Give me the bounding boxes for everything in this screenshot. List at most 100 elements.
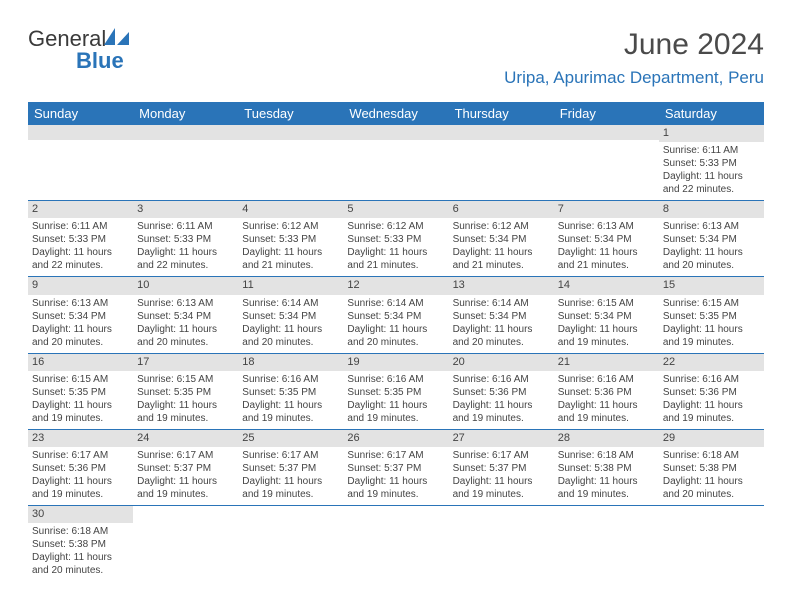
day-body: Sunrise: 6:17 AMSunset: 5:37 PMDaylight:… (238, 447, 343, 505)
day-number-bar: 25 (238, 430, 343, 447)
calendar-cell (449, 505, 554, 581)
sunrise-line: Sunrise: 6:11 AM (32, 221, 107, 232)
calendar-cell: 14Sunrise: 6:15 AMSunset: 5:34 PMDayligh… (554, 277, 659, 353)
sunset-line: Sunset: 5:34 PM (558, 311, 632, 322)
weekday-header: Sunday (28, 102, 133, 125)
day-number-bar: 16 (28, 354, 133, 371)
day-number-bar: 14 (554, 277, 659, 294)
day-number-bar: 5 (343, 201, 448, 218)
day-number-bar: 11 (238, 277, 343, 294)
daylight-line: Daylight: 11 hours and 19 minutes. (558, 324, 638, 348)
daylight-line: Daylight: 11 hours and 21 minutes. (558, 247, 638, 271)
sunset-line: Sunset: 5:34 PM (242, 311, 316, 322)
day-body: Sunrise: 6:13 AMSunset: 5:34 PMDaylight:… (133, 295, 238, 353)
day-body: Sunrise: 6:16 AMSunset: 5:36 PMDaylight:… (449, 371, 554, 429)
day-body (449, 140, 554, 180)
day-body: Sunrise: 6:17 AMSunset: 5:37 PMDaylight:… (133, 447, 238, 505)
day-number-bar: 9 (28, 277, 133, 294)
sunrise-line: Sunrise: 6:16 AM (453, 374, 529, 385)
daylight-line: Daylight: 11 hours and 20 minutes. (663, 247, 743, 271)
day-body: Sunrise: 6:11 AM Sunset: 5:33 PM Daylight:… (659, 142, 764, 200)
calendar-cell (659, 505, 764, 581)
day-number-bar: 18 (238, 354, 343, 371)
day-number-bar: 15 (659, 277, 764, 294)
calendar-cell: 24Sunrise: 6:17 AMSunset: 5:37 PMDayligh… (133, 429, 238, 505)
sunset-line: Sunset: 5:34 PM (453, 234, 527, 245)
calendar-cell (238, 505, 343, 581)
calendar-cell: 5Sunrise: 6:12 AMSunset: 5:33 PMDaylight… (343, 201, 448, 277)
day-body: Sunrise: 6:16 AMSunset: 5:36 PMDaylight:… (659, 371, 764, 429)
calendar-cell: 8Sunrise: 6:13 AMSunset: 5:34 PMDaylight… (659, 201, 764, 277)
sunset-line: Sunset: 5:36 PM (32, 463, 106, 474)
calendar-cell (449, 125, 554, 201)
sunset-line: Sunset: 5:35 PM (32, 387, 106, 398)
calendar-thead: SundayMondayTuesdayWednesdayThursdayFrid… (28, 102, 764, 125)
sunrise-line: Sunrise: 6:17 AM (347, 450, 423, 461)
calendar-cell: 18Sunrise: 6:16 AMSunset: 5:35 PMDayligh… (238, 353, 343, 429)
day-body: Sunrise: 6:15 AMSunset: 5:34 PMDaylight:… (554, 295, 659, 353)
day-number-bar: 29 (659, 430, 764, 447)
sunset-line: Sunset: 5:37 PM (453, 463, 527, 474)
calendar-cell: 6Sunrise: 6:12 AMSunset: 5:34 PMDaylight… (449, 201, 554, 277)
day-body: Sunrise: 6:15 AMSunset: 5:35 PMDaylight:… (133, 371, 238, 429)
sunset-line: Sunset: 5:34 PM (558, 234, 632, 245)
calendar-cell: 7Sunrise: 6:13 AMSunset: 5:34 PMDaylight… (554, 201, 659, 277)
sunset-line: Sunset: 5:36 PM (453, 387, 527, 398)
sunrise-line: Sunrise: 6:14 AM (347, 298, 423, 309)
sunrise-line: Sunrise: 6:15 AM (32, 374, 108, 385)
daylight-line: Daylight: 11 hours and 22 minutes. (32, 247, 112, 271)
sunrise-line: Sunrise: 6:11 AM (663, 145, 738, 156)
daylight-line: Daylight: 11 hours and 20 minutes. (32, 552, 112, 576)
daylight-line: Daylight: 11 hours and 22 minutes. (663, 171, 743, 195)
calendar-cell: 1Sunrise: 6:11 AMSunset: 5:33 PMDaylight… (659, 125, 764, 201)
daylight-line: Daylight: 11 hours and 19 minutes. (453, 476, 533, 500)
calendar-cell (554, 125, 659, 201)
day-body (554, 140, 659, 180)
brand-word2: Blue (76, 48, 124, 73)
daylight-line: Daylight: 11 hours and 19 minutes. (558, 400, 638, 424)
sunrise-line: Sunrise: 6:18 AM (558, 450, 634, 461)
sunset-line: Sunset: 5:33 PM (663, 158, 737, 169)
daylight-line: Daylight: 11 hours and 19 minutes. (242, 476, 322, 500)
day-number-bar (238, 125, 343, 140)
calendar-cell: 30Sunrise: 6:18 AMSunset: 5:38 PMDayligh… (28, 505, 133, 581)
sunrise-line: Sunrise: 6:12 AM (453, 221, 529, 232)
calendar-body: 1Sunrise: 6:11 AMSunset: 5:33 PMDaylight… (28, 125, 764, 581)
day-number-bar (449, 125, 554, 140)
sunrise-line: Sunrise: 6:17 AM (242, 450, 318, 461)
day-number-bar: 28 (554, 430, 659, 447)
calendar-cell (343, 505, 448, 581)
day-body: Sunrise: 6:14 AMSunset: 5:34 PMDaylight:… (343, 295, 448, 353)
calendar-week-row: 1Sunrise: 6:11 AMSunset: 5:33 PMDaylight… (28, 125, 764, 201)
day-number-bar: 3 (133, 201, 238, 218)
day-body: Sunrise: 6:18 AMSunset: 5:38 PMDaylight:… (554, 447, 659, 505)
daylight-line: Daylight: 11 hours and 20 minutes. (242, 324, 322, 348)
calendar-table: SundayMondayTuesdayWednesdayThursdayFrid… (28, 102, 764, 581)
daylight-line: Daylight: 11 hours and 20 minutes. (137, 324, 217, 348)
calendar-cell: 13Sunrise: 6:14 AMSunset: 5:34 PMDayligh… (449, 277, 554, 353)
calendar-cell: 28Sunrise: 6:18 AMSunset: 5:38 PMDayligh… (554, 429, 659, 505)
day-body: Sunrise: 6:12 AM Sunset: 5:34 PM Daylight:… (449, 218, 554, 276)
weekday-header: Monday (133, 102, 238, 125)
calendar-cell: 26Sunrise: 6:17 AMSunset: 5:37 PMDayligh… (343, 429, 448, 505)
calendar-cell: 12Sunrise: 6:14 AMSunset: 5:34 PMDayligh… (343, 277, 448, 353)
day-body: Sunrise: 6:16 AMSunset: 5:35 PMDaylight:… (238, 371, 343, 429)
calendar-cell: 16 Sunrise: 6:15 AM Sunset: 5:35 PM Dayligh… (28, 353, 133, 429)
day-number-bar: 8 (659, 201, 764, 218)
location-text: Uripa, Apurimac Department, Peru (504, 68, 764, 88)
sunset-line: Sunset: 5:35 PM (347, 387, 421, 398)
daylight-line: Daylight: 11 hours and 19 minutes. (347, 400, 427, 424)
daylight-line: Daylight: 11 hours and 21 minutes. (453, 247, 533, 271)
daylight-line: Daylight: 11 hours and 19 minutes. (32, 400, 112, 424)
day-body: Sunrise: 6:18 AMSunset: 5:38 PMDaylight:… (28, 523, 133, 581)
sunset-line: Sunset: 5:38 PM (663, 463, 737, 474)
day-body: Sunrise: 6:15 AM Sunset: 5:35 PM Daylight:… (28, 371, 133, 429)
sunrise-line: Sunrise: 6:16 AM (242, 374, 318, 385)
brand-logo: General Blue (28, 28, 130, 72)
calendar-cell: 11Sunrise: 6:14 AMSunset: 5:34 PMDayligh… (238, 277, 343, 353)
sunset-line: Sunset: 5:35 PM (242, 387, 316, 398)
sunrise-line: Sunrise: 6:16 AM (347, 374, 423, 385)
brand-sail-icon (104, 28, 130, 50)
day-number-bar: 12 (343, 277, 448, 294)
calendar-cell: 4Sunrise: 6:12 AMSunset: 5:33 PMDaylight… (238, 201, 343, 277)
